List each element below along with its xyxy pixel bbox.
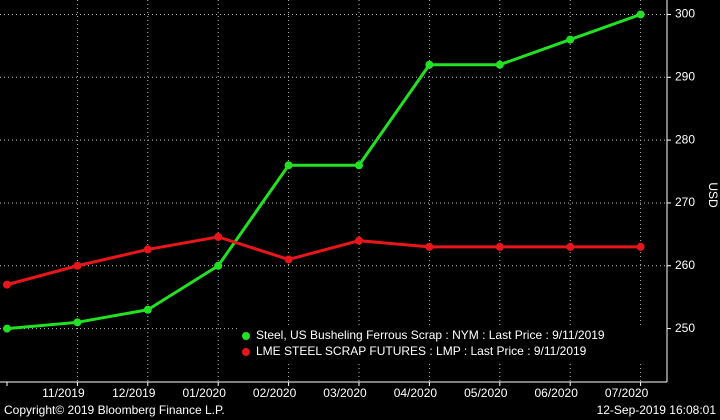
point [425, 60, 434, 69]
point [143, 245, 152, 254]
y-tick-label: 300 [675, 7, 695, 21]
y-tick-label: 290 [675, 69, 695, 83]
x-tick-label: 11/2019 [42, 386, 85, 400]
copyright: Copyright© 2019 Bloomberg Finance L.P. [4, 403, 225, 417]
x-tick-label: 07/2020 [605, 386, 649, 400]
point [355, 161, 363, 170]
legend-label: LME STEEL SCRAP FUTURES : LMP : Last Pri… [256, 344, 587, 358]
point [566, 242, 575, 251]
legend-marker [242, 332, 250, 340]
point [495, 60, 504, 69]
point [143, 305, 152, 314]
x-tick-label: 05/2020 [464, 386, 508, 400]
point [214, 261, 223, 270]
legend-box [238, 325, 666, 363]
timestamp: 12-Sep-2019 16:08:01 [597, 403, 717, 417]
point [73, 261, 82, 270]
y-tick-label: 280 [675, 132, 695, 146]
x-tick-label: 04/2020 [394, 386, 438, 400]
legend: Steel, US Busheling Ferrous Scrap : NYM … [238, 325, 666, 363]
point [3, 280, 11, 289]
y-tick-label: 260 [675, 258, 695, 272]
x-tick-label: 03/2020 [323, 386, 367, 400]
point [214, 232, 223, 241]
y-tick-label: 270 [675, 195, 695, 209]
point [636, 10, 645, 19]
series-line [6, 13, 642, 331]
point [284, 161, 293, 170]
y-tick-label: 250 [675, 321, 695, 335]
point [425, 242, 434, 251]
series-line [6, 235, 641, 287]
point [73, 318, 82, 327]
point [636, 242, 645, 251]
point [284, 255, 293, 264]
point [3, 324, 11, 333]
x-tick-label: 06/2020 [535, 386, 579, 400]
legend-marker [242, 348, 250, 356]
point [495, 242, 504, 251]
x-tick-label: 02/2020 [253, 386, 297, 400]
legend-label: Steel, US Busheling Ferrous Scrap : NYM … [256, 328, 605, 342]
point [566, 35, 575, 44]
x-tick-label: 12/2019 [112, 386, 156, 400]
point [355, 236, 363, 245]
x-tick-label: 01/2020 [183, 386, 227, 400]
y-axis-label: USD [706, 182, 720, 208]
